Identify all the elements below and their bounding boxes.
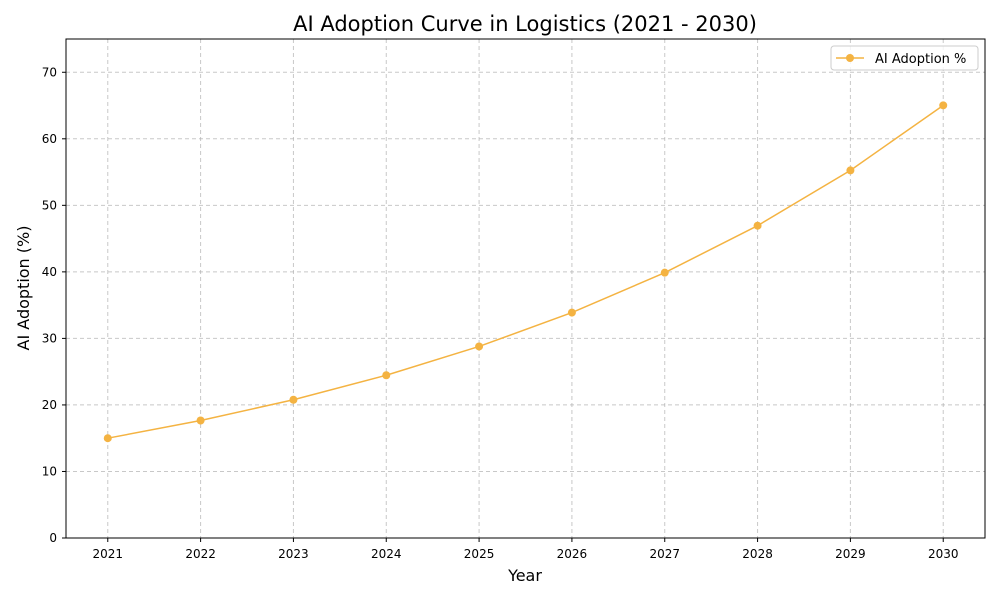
x-tick-label: 2027: [649, 547, 680, 561]
grid: [66, 39, 985, 539]
x-tick-label: 2025: [464, 547, 495, 561]
ticks: 2021 2022 2023 2024 2025 2026 2027 2028 2029 2030…: [42, 65, 959, 561]
data-point: [660, 268, 669, 277]
x-tick-label: 2028: [742, 547, 773, 561]
data-point: [103, 434, 112, 443]
data-point: [475, 342, 484, 351]
y-tick-label: 60: [42, 132, 57, 146]
y-tick-label: 10: [42, 464, 57, 478]
data-point: [289, 395, 298, 404]
x-tick-label: 2030: [928, 547, 959, 561]
data-point: [196, 416, 205, 425]
y-axis-label: AI Adoption (%): [14, 226, 33, 351]
data-point: [939, 101, 948, 110]
y-tick-label: 40: [42, 265, 57, 279]
y-tick-label: 30: [42, 331, 57, 345]
data-point: [753, 221, 762, 230]
data-point: [382, 371, 391, 380]
legend-marker-icon: [846, 54, 854, 62]
plot-frame: [65, 38, 986, 539]
x-tick-label: 2024: [371, 547, 402, 561]
x-tick-label: 2026: [557, 547, 588, 561]
data-point: [567, 308, 576, 317]
series: [103, 101, 948, 443]
chart-title: AI Adoption Curve in Logistics (2021 - 2…: [293, 12, 757, 36]
y-tick-label: 70: [42, 65, 57, 79]
x-tick-label: 2022: [185, 547, 216, 561]
legend: AI Adoption %: [830, 45, 979, 71]
series-line: [107, 104, 944, 439]
x-axis-label: Year: [507, 566, 542, 585]
x-tick-label: 2029: [835, 547, 866, 561]
x-tick-label: 2021: [92, 547, 123, 561]
y-tick-label: 0: [49, 531, 57, 545]
legend-box: [830, 45, 979, 71]
x-tick-label: 2023: [278, 547, 309, 561]
y-tick-label: 50: [42, 198, 57, 212]
data-point: [846, 166, 855, 175]
y-tick-label: 20: [42, 398, 57, 412]
legend-label: AI Adoption %: [875, 52, 966, 67]
